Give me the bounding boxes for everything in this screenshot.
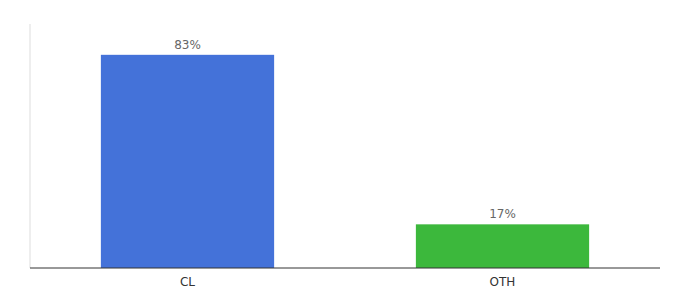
- bar: [416, 224, 589, 268]
- chart: 83% 17% CL OTH: [0, 0, 680, 300]
- x-tick-label: OTH: [490, 275, 516, 289]
- bar: [101, 55, 274, 268]
- bars: [101, 55, 589, 268]
- x-axis-line: [30, 268, 660, 269]
- y-axis-line: [30, 24, 31, 268]
- data-label: 83%: [174, 38, 201, 52]
- data-label: 17%: [489, 207, 516, 221]
- x-tick-label: CL: [180, 275, 195, 289]
